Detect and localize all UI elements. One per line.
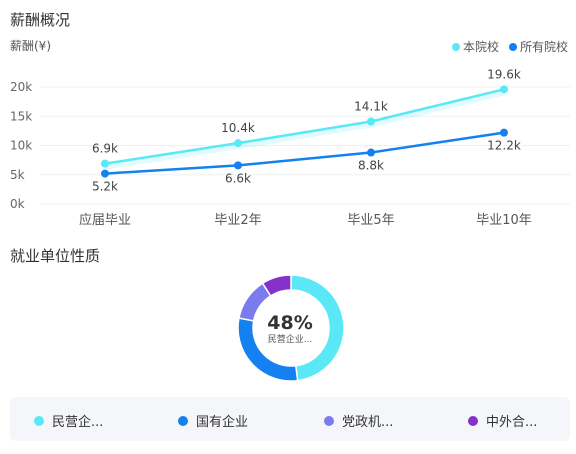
data-label: 6.6k xyxy=(225,171,251,185)
data-point xyxy=(367,117,375,126)
legend-item-this-school[interactable]: 本院校 xyxy=(451,38,499,55)
data-label: 10.4k xyxy=(221,121,255,135)
donut-legend-dot-gov xyxy=(324,415,334,426)
donut-legend-dot-private xyxy=(34,415,44,426)
y-tick-label: 5k xyxy=(10,168,25,182)
y-tick-label: 10k xyxy=(10,139,32,153)
series-line-shadow xyxy=(104,89,505,170)
data-point xyxy=(101,169,109,178)
series-line-this-school xyxy=(104,88,505,165)
x-tick-label: 毕业2年 xyxy=(214,213,261,228)
data-point xyxy=(101,159,109,168)
y-axis-unit-label: 薪酬(¥) xyxy=(10,39,51,53)
legend-label-all-schools: 所有院校 xyxy=(519,40,568,54)
donut-legend-label-gov: 党政机... xyxy=(342,415,394,430)
legend-item-all-schools[interactable]: 所有院校 xyxy=(508,38,568,55)
data-point xyxy=(500,128,508,137)
donut-legend-item-gov[interactable]: 党政机... xyxy=(324,411,393,430)
y-tick-label: 15k xyxy=(10,109,32,123)
data-label: 6.9k xyxy=(92,142,118,156)
donut-legend-label-state: 国有企业 xyxy=(196,415,249,430)
y-tick-label: 20k xyxy=(10,80,32,94)
salary-line-chart: 0k 5k 10k 15k 20k 应届毕业 毕业2年 毕业5年 毕业10年 6.9k 10.4k 1… xyxy=(10,67,570,228)
donut-center-label: 民营企业... xyxy=(267,335,313,345)
legend-dot-this-school xyxy=(451,42,460,51)
data-point xyxy=(234,161,242,170)
data-label: 5.2k xyxy=(92,180,118,194)
y-tick-label: 0k xyxy=(10,197,25,211)
donut-center: 48% 民营企业... xyxy=(240,312,340,346)
donut-legend: 民营企... 国有企业 党政机... 中外合... xyxy=(10,397,570,441)
donut-legend-item-foreign[interactable]: 中外合... xyxy=(468,411,537,430)
x-tick-label: 毕业10年 xyxy=(476,213,532,228)
data-point xyxy=(500,85,508,94)
data-label: 8.8k xyxy=(358,159,384,173)
employment-section-title: 就业单位性质 xyxy=(10,247,101,265)
x-tick-label: 毕业5年 xyxy=(347,213,394,228)
legend-dot-all-schools xyxy=(508,42,517,51)
data-point xyxy=(234,139,242,148)
series-line-all-schools xyxy=(104,131,505,175)
data-label: 14.1k xyxy=(354,100,388,114)
line-chart-legend: 本院校 所有院校 xyxy=(451,38,568,55)
x-tick-label: 应届毕业 xyxy=(79,212,131,228)
data-point xyxy=(367,148,375,157)
donut-legend-label-foreign: 中外合... xyxy=(486,415,538,430)
donut-slice-3 xyxy=(261,274,292,297)
donut-legend-item-state[interactable]: 国有企业 xyxy=(178,411,248,430)
legend-label-this-school: 本院校 xyxy=(462,40,499,54)
donut-center-percentage: 48% xyxy=(267,312,313,334)
donut-legend-label-private: 民营企... xyxy=(52,415,104,430)
data-label: 12.2k xyxy=(487,139,521,153)
donut-legend-item-private[interactable]: 民营企... xyxy=(34,411,103,430)
donut-legend-dot-state xyxy=(178,415,188,426)
donut-legend-dot-foreign xyxy=(468,415,478,426)
salary-section-title: 薪酬概况 xyxy=(10,11,71,29)
data-label: 19.6k xyxy=(487,67,521,81)
